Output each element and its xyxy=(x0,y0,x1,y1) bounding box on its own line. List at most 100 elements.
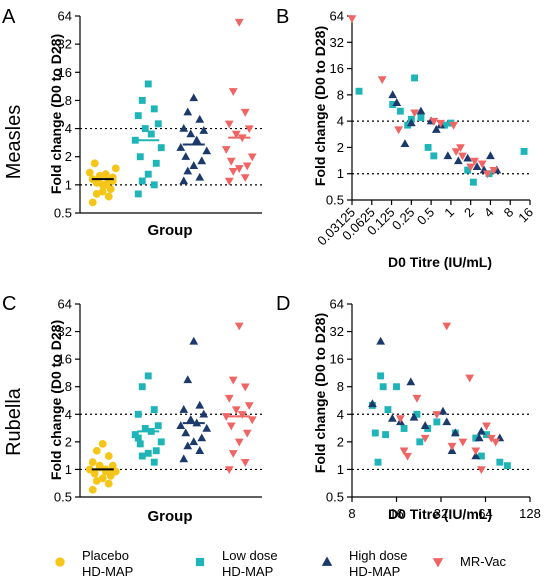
data-point xyxy=(387,413,397,422)
data-point xyxy=(416,106,426,115)
data-point xyxy=(441,121,448,129)
data-point xyxy=(189,437,199,446)
data-point xyxy=(231,130,241,139)
data-point xyxy=(374,458,382,466)
data-point xyxy=(486,434,496,443)
data-point xyxy=(147,130,155,138)
data-point xyxy=(432,411,442,419)
data-point xyxy=(98,187,107,196)
data-point xyxy=(472,434,480,442)
data-point xyxy=(483,431,490,439)
data-point xyxy=(471,447,481,456)
data-point xyxy=(189,93,199,102)
data-point xyxy=(433,418,441,426)
triangle-down-marker-icon xyxy=(432,558,444,568)
y-tick-label: 32 xyxy=(58,37,72,52)
data-point xyxy=(152,447,160,455)
data-point xyxy=(176,421,186,429)
data-point xyxy=(154,120,162,128)
x-tick-label: 0.5 xyxy=(414,205,437,228)
data-point xyxy=(136,440,144,448)
data-point xyxy=(106,471,115,480)
data-point xyxy=(131,431,139,439)
data-point xyxy=(157,438,165,446)
x-tick-label: 2 xyxy=(461,205,477,221)
data-point xyxy=(496,458,504,466)
data-point xyxy=(150,105,158,113)
legend-label-line1: Placebo xyxy=(82,548,129,563)
data-point xyxy=(394,126,403,135)
data-point xyxy=(104,452,113,460)
y-tick-label: 64 xyxy=(58,9,72,24)
data-point xyxy=(436,119,446,128)
y-axis-label-a: Fold change (D0 to D28) xyxy=(48,34,64,194)
panel-letter-d: D xyxy=(276,293,290,315)
square-marker-icon xyxy=(195,557,205,567)
data-point xyxy=(179,405,189,413)
data-point xyxy=(412,394,422,403)
data-point xyxy=(347,15,357,24)
legend-label-line2: HD-MAP xyxy=(82,564,133,579)
y-tick-label: 8 xyxy=(337,379,344,394)
data-point xyxy=(413,410,421,418)
data-point xyxy=(197,156,207,165)
y-tick-label: 8 xyxy=(337,87,344,102)
data-point xyxy=(237,411,247,419)
y-tick-label: 0.5 xyxy=(54,206,72,221)
data-point xyxy=(90,469,99,478)
data-point xyxy=(183,375,193,384)
data-point xyxy=(195,400,205,409)
data-point xyxy=(244,402,254,411)
x-tick-label: 8 xyxy=(501,205,517,221)
data-point xyxy=(144,449,152,457)
y-tick-label: 4 xyxy=(65,121,72,136)
data-point xyxy=(202,423,212,432)
data-point xyxy=(231,406,241,415)
y-tick-label: 16 xyxy=(330,61,344,76)
data-point xyxy=(240,174,250,183)
data-point xyxy=(221,146,231,154)
data-point xyxy=(226,422,236,431)
data-point xyxy=(396,107,404,115)
y-tick-label: 16 xyxy=(330,352,344,367)
y-tick-label: 8 xyxy=(65,93,72,108)
data-point xyxy=(144,170,152,178)
data-point xyxy=(403,452,412,461)
data-point xyxy=(420,421,430,429)
legend-label-line1: MR-Vac xyxy=(460,554,506,569)
data-point xyxy=(465,374,475,383)
data-point xyxy=(152,159,160,167)
x-axis-label-a: Group xyxy=(148,222,193,239)
data-point xyxy=(379,383,387,391)
y-tick-label: 32 xyxy=(330,324,344,339)
data-point xyxy=(98,474,107,483)
y-tick-label: 64 xyxy=(330,297,344,312)
data-point xyxy=(104,479,113,488)
x-tick-label: 128 xyxy=(519,506,541,521)
y-tick-label: 4 xyxy=(65,407,72,422)
data-point xyxy=(474,433,484,442)
data-point xyxy=(189,161,199,169)
y-tick-label: 32 xyxy=(330,35,344,50)
data-point xyxy=(442,322,452,331)
data-point xyxy=(88,458,97,467)
data-point xyxy=(376,336,386,345)
data-point xyxy=(377,372,385,380)
data-point xyxy=(189,336,199,345)
data-point xyxy=(224,466,234,475)
data-point xyxy=(92,190,101,198)
data-point xyxy=(463,153,473,162)
panel-d: D Fold change (D0 to D28) D0 Titre (IU/m… xyxy=(276,293,541,522)
panel-letter-b: B xyxy=(276,6,289,28)
y-tick-label: 32 xyxy=(58,324,72,339)
data-point xyxy=(138,96,146,104)
data-point xyxy=(131,136,139,144)
y-tick-label: 4 xyxy=(337,407,344,422)
data-point xyxy=(186,414,196,423)
y-tick-label: 1 xyxy=(65,177,72,192)
data-point xyxy=(197,433,207,442)
data-point xyxy=(176,143,186,151)
y-tick-label: 2 xyxy=(65,149,72,164)
data-point xyxy=(482,422,491,431)
data-point xyxy=(456,144,465,153)
